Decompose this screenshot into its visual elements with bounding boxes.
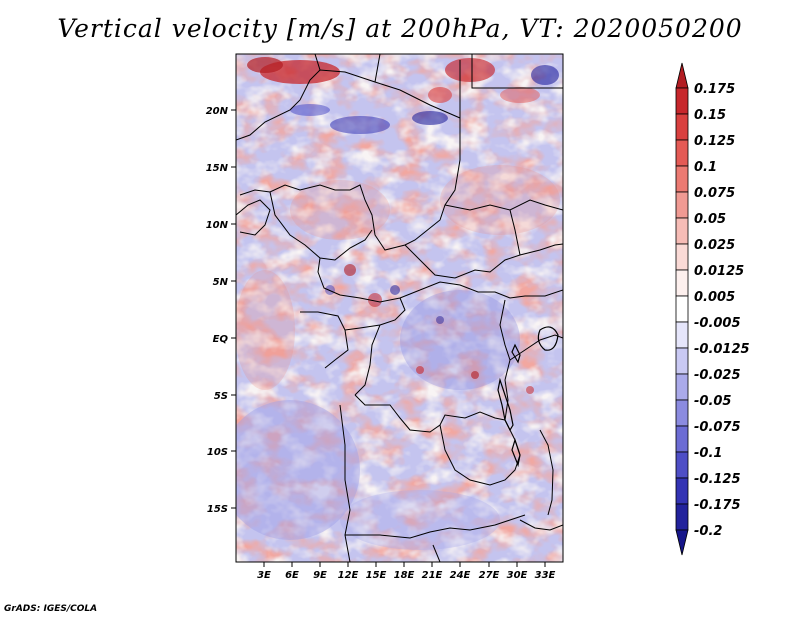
colorbar-label: 0.05 [694, 212, 726, 227]
lon-label: 24E [450, 570, 471, 581]
colorbar-segment [675, 373, 689, 401]
colorbar-segment [675, 139, 689, 167]
chart-title: Vertical velocity [m/s] at 200hPa, VT: 2… [57, 14, 743, 43]
lat-label: 10N [206, 220, 229, 231]
colorbar-segment [675, 113, 689, 141]
colorbar-label: 0.175 [694, 82, 735, 97]
colorbar-label: 0.125 [694, 134, 735, 149]
colorbar: 0.175 0.15 0.125 0.1 0.075 0.05 0.025 0.0125 0.0… [675, 62, 750, 556]
colorbar-segment [675, 477, 689, 505]
colorbar-segment [675, 62, 689, 89]
longitude-axis: 3E 6E 9E 12E 15E 18E 21E 24E 27E 30E 33E [257, 562, 556, 581]
lon-label: 21E [422, 570, 443, 581]
colorbar-label: -0.1 [694, 446, 722, 461]
colorbar-segment [675, 451, 689, 479]
colorbar-label: 0.005 [694, 290, 735, 305]
lat-label: 20N [206, 106, 229, 117]
lon-label: 6E [285, 570, 299, 581]
colorbar-label: -0.125 [694, 472, 741, 487]
colorbar-segment [675, 243, 689, 271]
lat-label: 10S [207, 447, 228, 458]
lat-label: EQ [213, 334, 229, 345]
colorbar-label: 0.1 [694, 160, 717, 175]
colorbar-segment [675, 269, 689, 297]
velocity-field [236, 54, 563, 562]
colorbar-label: -0.025 [694, 368, 741, 383]
colorbar-label: 0.15 [694, 108, 726, 123]
latitude-axis: 20N 15N 10N 5N EQ 5S 10S 15S [206, 106, 236, 515]
colorbar-label: -0.0125 [694, 342, 750, 357]
lon-label: 12E [338, 570, 359, 581]
grads-credit: GrADS: IGES/COLA [4, 604, 98, 614]
colorbar-label: -0.075 [694, 420, 741, 435]
colorbar-segment [675, 295, 689, 323]
lon-label: 3E [257, 570, 271, 581]
colorbar-label: -0.2 [694, 524, 722, 539]
colorbar-segment [675, 425, 689, 453]
lon-label: 15E [366, 570, 387, 581]
lon-label: 9E [313, 570, 327, 581]
colorbar-label: 0.0125 [694, 264, 744, 279]
colorbar-segment [675, 529, 689, 556]
colorbar-segment [675, 87, 689, 115]
colorbar-label: -0.175 [694, 498, 741, 513]
lon-label: 27E [479, 570, 500, 581]
colorbar-segment [675, 321, 689, 349]
colorbar-segment [675, 217, 689, 245]
colorbar-segment [675, 399, 689, 427]
lon-label: 33E [535, 570, 556, 581]
lat-label: 15S [207, 504, 228, 515]
lat-label: 5S [214, 391, 228, 402]
lat-label: 5N [213, 277, 229, 288]
colorbar-label: -0.05 [694, 394, 731, 409]
colorbar-label: 0.075 [694, 186, 735, 201]
lon-label: 18E [394, 570, 415, 581]
colorbar-label: -0.005 [694, 316, 741, 331]
colorbar-segment [675, 347, 689, 375]
colorbar-label: 0.025 [694, 238, 735, 253]
lon-label: 30E [507, 570, 528, 581]
lat-label: 15N [206, 163, 229, 174]
plot-frame [235, 53, 564, 563]
colorbar-segment [675, 191, 689, 219]
colorbar-segment [675, 165, 689, 193]
colorbar-segment [675, 503, 689, 531]
